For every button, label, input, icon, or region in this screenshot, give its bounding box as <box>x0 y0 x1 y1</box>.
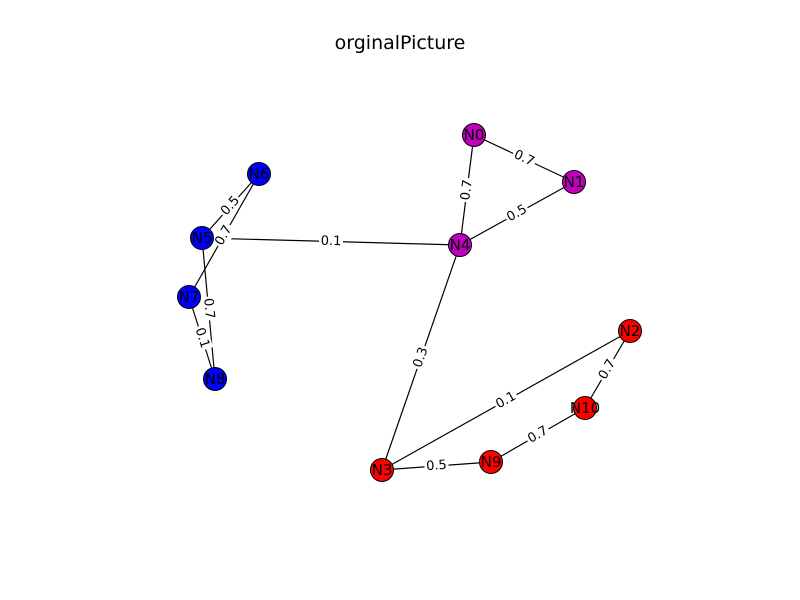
node-N9: N9 <box>479 450 503 474</box>
edge-label-bg <box>502 200 532 227</box>
node-N1: N1 <box>562 170 586 194</box>
edge-label-bg <box>523 422 553 448</box>
node-label: N1 <box>564 173 585 191</box>
edge-label-N4-N5: 0.1 <box>318 233 344 250</box>
edge-label-N0-N4: 0.7 <box>457 177 477 203</box>
edge-weight-text: 0.5 <box>426 458 448 474</box>
edge-weight-text: 0.7 <box>458 179 475 201</box>
node-label: N7 <box>179 288 200 306</box>
edge-label-N4-N3: 0.3 <box>409 343 433 372</box>
node-N5: N5 <box>190 226 214 250</box>
node-circle <box>177 285 201 309</box>
edge-label-N10-N2: 0.7 <box>594 355 621 384</box>
node-N0: N0 <box>462 123 486 147</box>
node-circle <box>203 367 227 391</box>
node-circle <box>479 450 503 474</box>
edge-label-N0-N1: 0.7 <box>509 146 539 171</box>
edge-label-bg <box>190 324 214 352</box>
chart-title: orginalPicture <box>334 32 466 54</box>
node-circle <box>462 123 486 147</box>
node-circle <box>562 170 586 194</box>
node-label: N10 <box>570 399 600 417</box>
node-label: N2 <box>620 322 641 340</box>
edge-label-bg <box>199 295 218 322</box>
edge-label-N3-N2: 0.1 <box>491 387 521 414</box>
edge-weight-text: 0.1 <box>192 326 213 350</box>
edge-label-bg <box>409 343 433 372</box>
node-label: N6 <box>249 165 270 183</box>
node-N8: N8 <box>203 367 227 391</box>
edge-weight-text: 0.3 <box>411 345 432 369</box>
node-circle <box>618 319 642 343</box>
edge-label-bg <box>216 191 245 221</box>
edge-weight-text: 0.7 <box>200 298 217 320</box>
edge-label-N6-N7: 0.7 <box>211 221 237 250</box>
edge-weight-text: 0.1 <box>320 234 341 250</box>
node-circle <box>190 226 214 250</box>
node-N3: N3 <box>370 458 394 482</box>
edges-layer: 0.70.70.50.10.30.50.70.70.10.10.50.70.7 <box>188 134 631 475</box>
node-circle <box>370 458 394 482</box>
edge-label-N7-N8: 0.1 <box>190 324 214 352</box>
node-label: N5 <box>192 229 213 247</box>
node-label: N9 <box>481 453 502 471</box>
edge-label-bg <box>318 233 344 250</box>
edge-label-bg <box>423 457 450 475</box>
edge-weight-text: 0.5 <box>218 193 243 218</box>
edge-label-bg <box>457 177 477 203</box>
edge-label-N3-N9: 0.5 <box>423 457 450 475</box>
node-N4: N4 <box>448 233 472 257</box>
edge-label-N5-N8: 0.7 <box>199 295 218 322</box>
edge-label-N9-N10: 0.7 <box>523 422 553 448</box>
node-N6: N6 <box>247 162 271 186</box>
node-circle <box>448 233 472 257</box>
node-N7: N7 <box>177 285 201 309</box>
edge-label-N1-N4: 0.5 <box>502 200 532 227</box>
edge-label-bg <box>509 146 539 171</box>
node-N2: N2 <box>618 319 642 343</box>
node-label: N8 <box>205 370 226 388</box>
node-label: N0 <box>464 126 485 144</box>
edge-label-bg <box>211 221 237 250</box>
node-label: N3 <box>372 461 393 479</box>
edge-label-bg <box>491 387 521 414</box>
nodes-layer: N0 N1 N2 N3 N4 N5 N6 N7 N8 N9 N10 <box>177 123 642 482</box>
node-N10: N10 <box>570 396 600 420</box>
node-label: N4 <box>450 236 471 254</box>
node-circle <box>247 162 271 186</box>
edge-label-bg <box>594 355 621 384</box>
node-circle <box>573 396 597 420</box>
